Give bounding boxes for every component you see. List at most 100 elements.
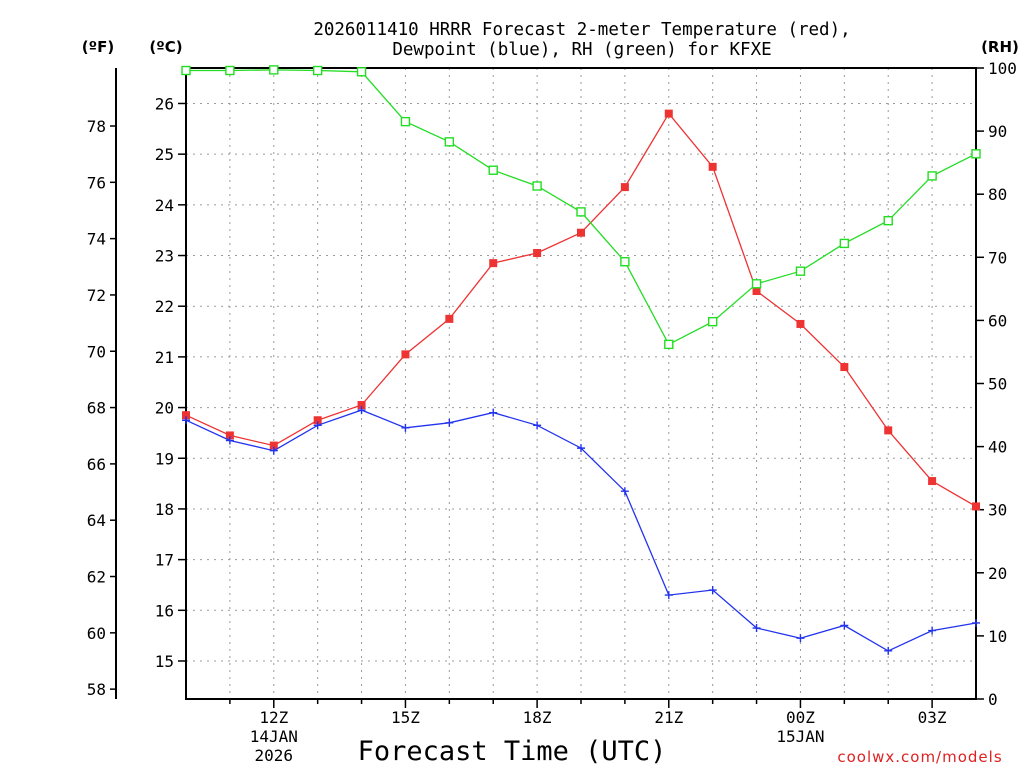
celsius-unit-label: (ºC)	[149, 38, 182, 56]
data-point	[488, 165, 498, 175]
series-layer	[181, 65, 981, 655]
data-point	[401, 423, 410, 432]
data-point	[884, 426, 893, 435]
data-point	[752, 624, 761, 633]
data-point	[269, 441, 278, 450]
data-point	[928, 626, 937, 635]
x-tick-label: 15JAN	[776, 727, 824, 746]
data-point	[401, 350, 410, 359]
fahrenheit-tick-label: 66	[87, 455, 106, 474]
data-point	[182, 416, 190, 425]
x-tick-label: 15Z	[391, 708, 420, 727]
credit-text: coolwx.com/models	[837, 748, 1002, 766]
series-dewpoint	[182, 406, 980, 655]
data-point	[489, 259, 498, 268]
chart-title-line2: Dewpoint (blue), RH (green) for KFXE	[392, 40, 771, 60]
data-point	[313, 421, 322, 430]
fahrenheit-tick-label: 76	[87, 173, 106, 192]
rh-tick-label: 50	[988, 375, 1007, 394]
data-point	[532, 181, 542, 191]
celsius-tick-label: 16	[155, 601, 174, 620]
data-point	[225, 65, 235, 76]
fahrenheit-tick-label: 62	[87, 568, 106, 587]
data-point	[927, 171, 937, 181]
celsius-tick-label: 19	[155, 449, 174, 468]
celsius-tick-label: 25	[155, 145, 174, 164]
fahrenheit-tick-label: 68	[87, 399, 106, 418]
data-point	[356, 67, 367, 77]
data-point	[796, 634, 805, 643]
x-tick-label: 03Z	[918, 708, 947, 727]
data-point	[972, 502, 980, 511]
rh-tick-label: 90	[988, 122, 1007, 141]
data-point	[182, 411, 190, 420]
data-point	[840, 621, 849, 630]
data-point	[400, 116, 411, 127]
fahrenheit-tick-label: 58	[87, 680, 106, 699]
celsius-tick-label: 23	[155, 247, 174, 266]
fahrenheit-tick-label: 70	[87, 342, 106, 361]
gridlines	[186, 68, 976, 699]
celsius-tick-label: 26	[155, 94, 174, 113]
data-point	[883, 216, 893, 226]
data-point	[445, 418, 454, 427]
rh-unit-label: (RH)	[981, 38, 1019, 56]
data-point	[795, 266, 806, 276]
data-point	[576, 207, 586, 217]
data-point	[840, 363, 849, 372]
data-point	[928, 477, 937, 486]
celsius-tick-label: 17	[155, 551, 174, 570]
rh-tick-label: 10	[988, 627, 1007, 646]
axes	[110, 67, 984, 708]
data-point	[664, 339, 674, 350]
data-point	[796, 319, 805, 328]
data-point	[533, 248, 542, 257]
data-point	[533, 421, 542, 430]
fahrenheit-tick-label: 64	[87, 511, 106, 530]
rh-tick-label: 0	[988, 690, 998, 709]
data-point	[707, 316, 718, 327]
celsius-tick-label: 15	[155, 652, 174, 671]
rh-tick-label: 30	[988, 501, 1007, 520]
x-axis-title: Forecast Time (UTC)	[358, 736, 667, 767]
data-point	[577, 444, 585, 453]
data-point	[971, 149, 981, 159]
data-point	[972, 618, 980, 627]
data-point	[752, 287, 761, 296]
data-point	[664, 591, 673, 600]
x-tick-label: 21Z	[654, 708, 683, 727]
data-point	[445, 314, 454, 323]
fahrenheit-tick-label: 78	[87, 117, 106, 136]
fahrenheit-tick-label: 60	[87, 624, 106, 643]
fahrenheit-unit-label: (ºF)	[82, 38, 114, 56]
series-2-meter-temperature	[182, 109, 980, 511]
data-point	[839, 238, 850, 249]
rh-tick-label: 40	[988, 438, 1007, 457]
rh-tick-label: 60	[988, 311, 1007, 330]
series-relative-humidity	[181, 65, 981, 350]
celsius-tick-label: 20	[155, 399, 174, 418]
tick-labels: 15 16 17 18 19 20 21 22 23 24 25 26 58 60 62 64 66 68 70 72…	[87, 59, 1017, 765]
x-tick-label: 2026	[255, 746, 294, 765]
data-point	[225, 431, 234, 440]
data-point	[489, 408, 498, 417]
celsius-tick-label: 22	[155, 297, 174, 316]
data-point	[312, 65, 323, 76]
data-point	[664, 109, 673, 118]
x-tick-label: 18Z	[523, 708, 552, 727]
data-point	[620, 183, 629, 192]
data-point	[357, 401, 366, 410]
data-point	[269, 446, 278, 455]
rh-tick-label: 100	[988, 59, 1017, 78]
data-point	[357, 406, 366, 415]
data-point	[225, 436, 234, 445]
data-point	[708, 162, 717, 171]
data-point	[181, 65, 191, 76]
data-point	[444, 137, 455, 147]
data-point	[884, 646, 893, 655]
celsius-tick-label: 24	[155, 196, 174, 215]
data-point	[620, 257, 630, 267]
rh-tick-label: 20	[988, 564, 1007, 583]
data-point	[708, 586, 717, 595]
